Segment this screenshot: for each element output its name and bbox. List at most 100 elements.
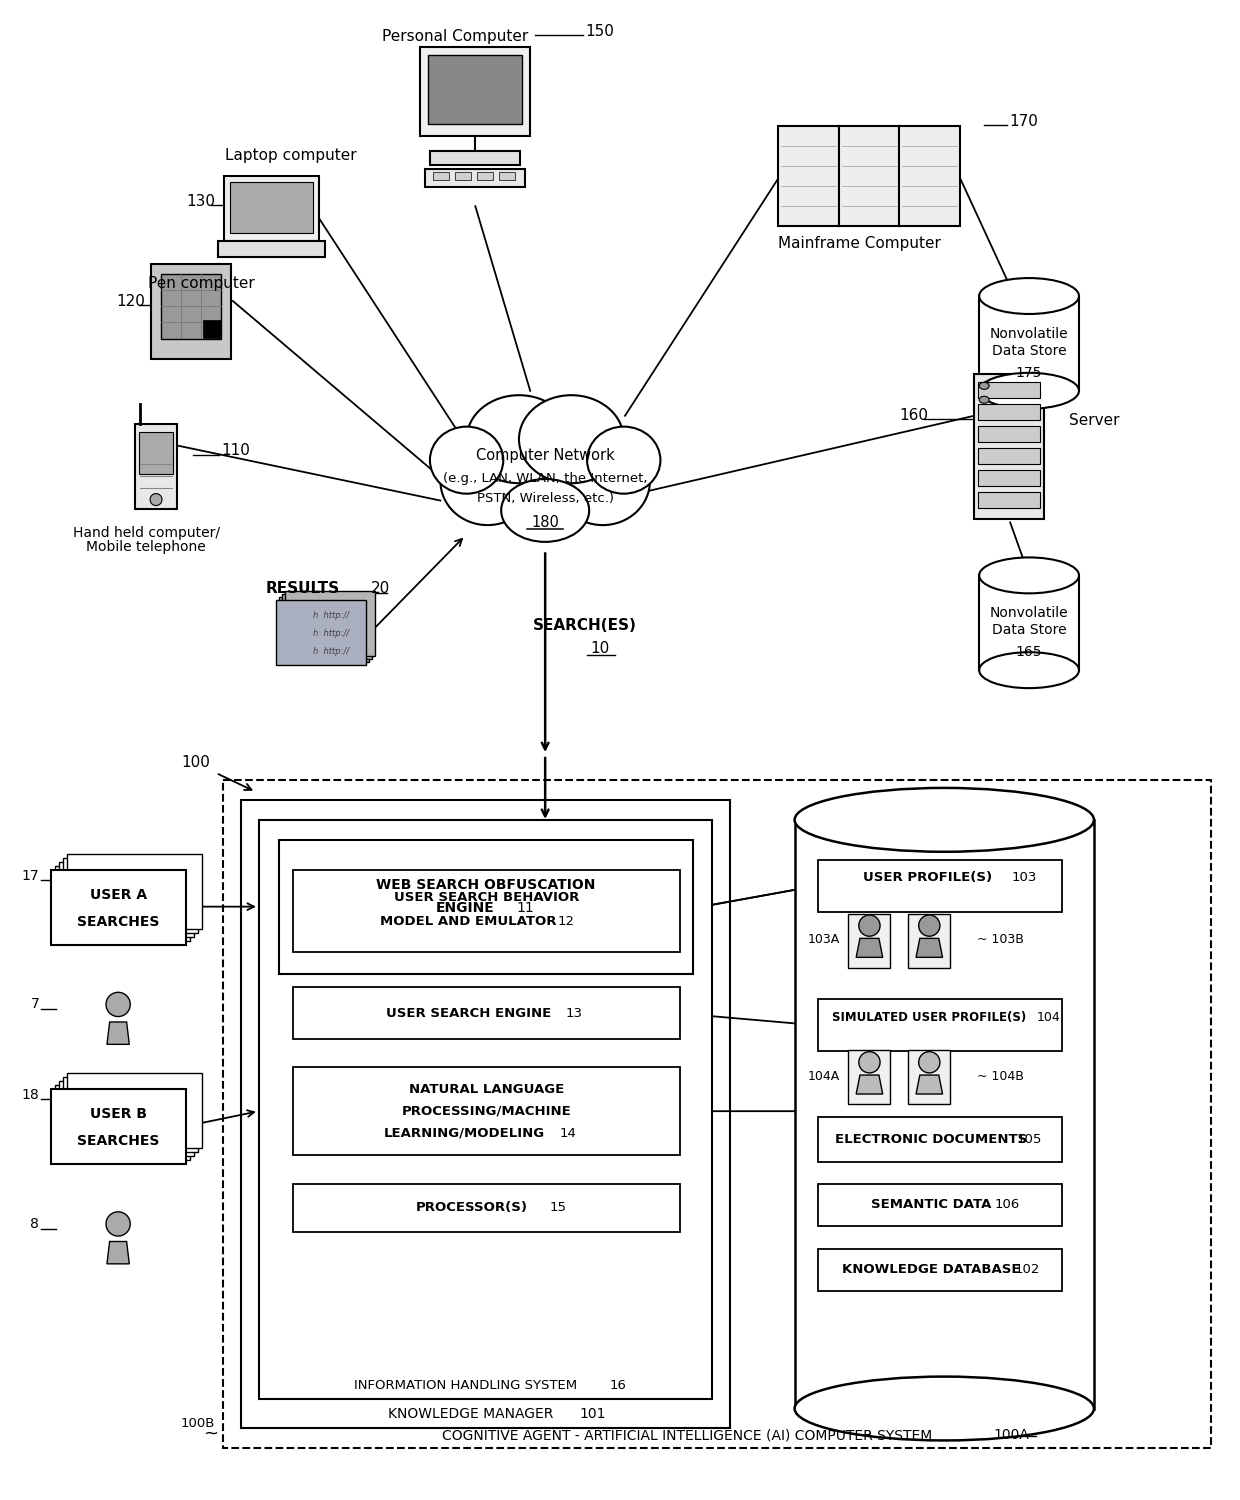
Bar [817, 1250, 1061, 1292]
Text: 170: 170 [1009, 114, 1038, 129]
Ellipse shape [587, 426, 661, 494]
Text: 102: 102 [1014, 1263, 1040, 1276]
Text: ~ 103B: ~ 103B [977, 933, 1024, 946]
Text: WEB SEARCH OBFUSCATION: WEB SEARCH OBFUSCATION [376, 878, 595, 891]
Bar [56, 865, 190, 940]
Circle shape [919, 1052, 940, 1072]
Text: 100A: 100A [993, 1428, 1029, 1443]
Bar [980, 296, 1079, 392]
Text: SIMULATED USER PROFILE(S): SIMULATED USER PROFILE(S) [832, 1011, 1027, 1025]
Ellipse shape [556, 436, 650, 525]
Ellipse shape [440, 436, 534, 525]
Polygon shape [856, 1076, 883, 1094]
Text: 15: 15 [549, 1202, 567, 1215]
Bar [420, 46, 531, 136]
Bar [139, 432, 174, 474]
Text: Data Store: Data Store [992, 344, 1066, 358]
Circle shape [150, 494, 162, 506]
Text: Personal Computer: Personal Computer [382, 28, 528, 44]
Bar [848, 1050, 890, 1104]
Text: 7: 7 [31, 998, 40, 1011]
Circle shape [919, 915, 940, 936]
Text: 100: 100 [181, 756, 211, 771]
Text: 10: 10 [590, 640, 610, 656]
Bar [293, 1068, 680, 1155]
Bar [430, 152, 521, 165]
Bar [63, 858, 198, 933]
Bar [218, 242, 325, 256]
Ellipse shape [795, 1377, 1094, 1440]
Polygon shape [856, 939, 883, 957]
Bar [429, 54, 522, 124]
Text: 104: 104 [1037, 1011, 1061, 1025]
Text: Pen computer: Pen computer [148, 276, 254, 291]
Text: PROCESSOR(S): PROCESSOR(S) [415, 1202, 527, 1215]
Text: 160: 160 [899, 408, 929, 423]
Ellipse shape [472, 413, 619, 528]
Text: 11: 11 [516, 900, 534, 915]
Text: Nonvolatile: Nonvolatile [990, 327, 1069, 340]
Text: PROCESSING/MACHINE: PROCESSING/MACHINE [402, 1104, 572, 1118]
Circle shape [859, 915, 880, 936]
Bar [848, 914, 890, 968]
Bar [135, 423, 177, 508]
Bar [978, 382, 1040, 398]
Bar [978, 426, 1040, 441]
Text: Computer Network: Computer Network [476, 448, 615, 464]
Bar [63, 1077, 198, 1152]
Ellipse shape [980, 558, 1079, 594]
Bar [281, 594, 372, 658]
Bar [817, 859, 1061, 912]
Text: 13: 13 [565, 1007, 583, 1020]
Circle shape [105, 993, 130, 1017]
Text: ELECTRONIC DOCUMENTS: ELECTRONIC DOCUMENTS [836, 1132, 1028, 1146]
Circle shape [105, 1212, 130, 1236]
Text: Hand held computer/: Hand held computer/ [73, 525, 219, 540]
Text: SEMANTIC DATA: SEMANTIC DATA [872, 1198, 992, 1212]
Text: RESULTS: RESULTS [265, 580, 340, 596]
Text: 18: 18 [21, 1088, 40, 1102]
Bar [978, 447, 1040, 464]
Bar [279, 840, 693, 975]
Ellipse shape [980, 278, 1079, 314]
Text: Server: Server [1069, 413, 1120, 428]
Text: 105: 105 [1017, 1132, 1042, 1146]
Text: USER B: USER B [89, 1107, 146, 1120]
Bar [259, 821, 712, 1398]
Bar [223, 780, 1210, 1449]
Ellipse shape [980, 382, 990, 390]
Bar [51, 1089, 186, 1164]
Bar [224, 177, 319, 242]
Bar [293, 987, 680, 1039]
Text: 8: 8 [31, 1216, 40, 1231]
Text: 12: 12 [558, 915, 574, 928]
Bar [203, 320, 221, 338]
Circle shape [859, 1052, 880, 1072]
Text: Mobile telephone: Mobile telephone [87, 540, 206, 555]
Text: h  http://: h http:// [312, 610, 348, 620]
Text: Data Store: Data Store [992, 624, 1066, 638]
Text: 14: 14 [559, 1126, 577, 1140]
Text: 165: 165 [1016, 645, 1043, 658]
Text: PSTN, Wireless, etc.): PSTN, Wireless, etc.) [476, 492, 614, 506]
Bar [425, 170, 526, 188]
Bar [434, 172, 449, 180]
Bar [455, 172, 471, 180]
Ellipse shape [520, 394, 624, 483]
Bar [56, 1084, 190, 1160]
Polygon shape [916, 1076, 942, 1094]
Text: USER SEARCH ENGINE: USER SEARCH ENGINE [386, 1007, 551, 1020]
Text: USER PROFILE(S): USER PROFILE(S) [863, 871, 992, 883]
Bar [909, 1050, 950, 1104]
Bar [241, 800, 730, 1428]
Bar [60, 861, 193, 936]
Bar [161, 274, 221, 339]
Bar [795, 821, 1094, 1408]
Text: LEARNING/MODELING: LEARNING/MODELING [384, 1126, 544, 1140]
Text: 130: 130 [186, 194, 215, 208]
Bar [60, 1082, 193, 1156]
Bar [817, 1118, 1061, 1162]
Ellipse shape [980, 652, 1079, 688]
Bar [500, 172, 516, 180]
Bar [51, 870, 186, 945]
